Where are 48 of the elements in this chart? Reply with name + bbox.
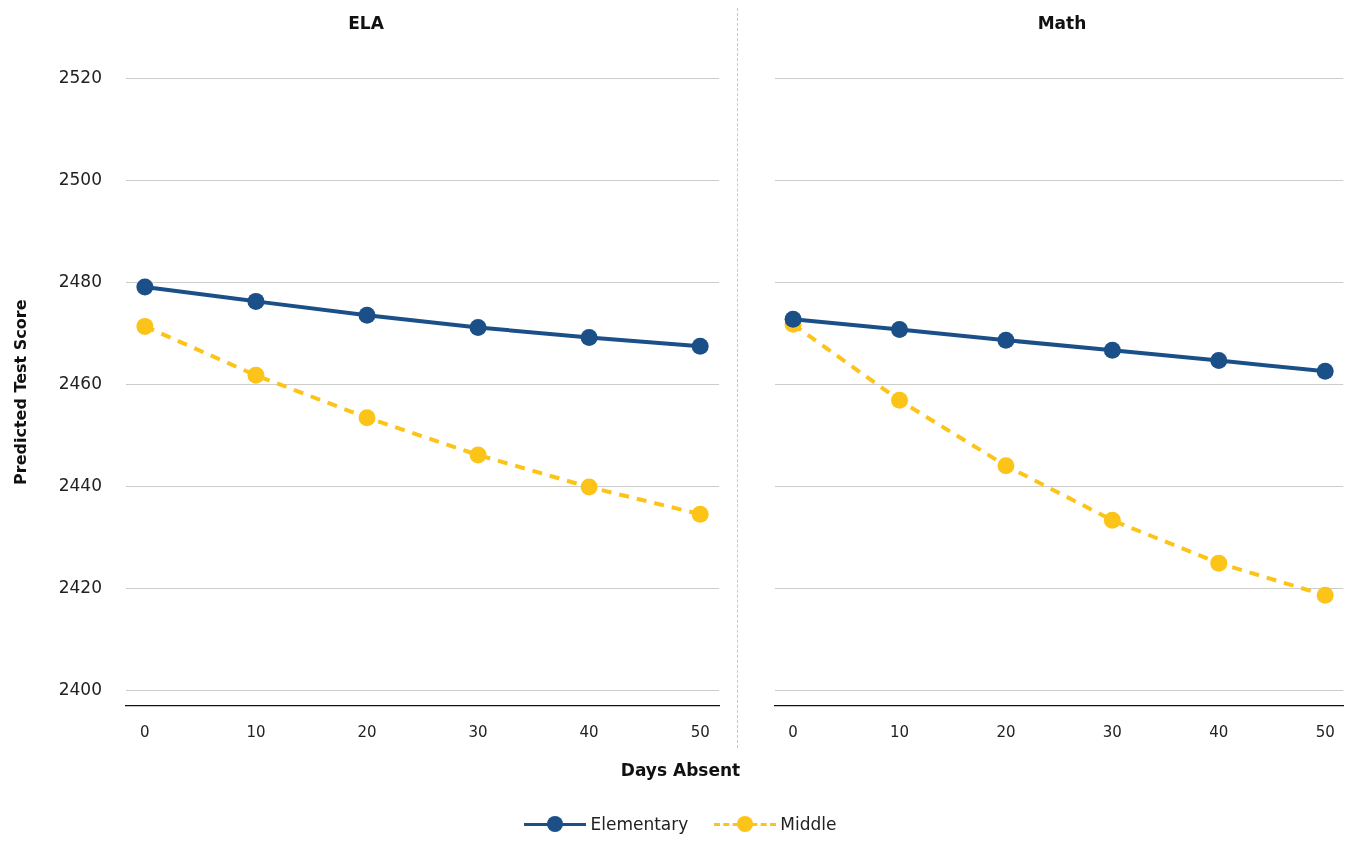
point (691, 337, 709, 355)
x-tick-label: 40 (1209, 722, 1229, 741)
chart-title: Math (1037, 12, 1087, 33)
y-tick-label: 2480 (58, 270, 102, 291)
y-axis-title: Predicted Test Score (10, 299, 30, 485)
y-tick-label: 2520 (58, 66, 102, 87)
point (1103, 511, 1121, 529)
x-tick-label: 10 (246, 722, 266, 741)
point (136, 278, 154, 296)
point (1316, 362, 1334, 380)
point (247, 292, 265, 310)
x-tick-label: 10 (889, 722, 910, 741)
point (691, 505, 709, 523)
point (580, 478, 598, 496)
x-tick-label: 20 (357, 722, 377, 741)
point (358, 409, 376, 427)
y-tick-label: 2420 (58, 577, 102, 598)
x-tick-label: 50 (1315, 722, 1335, 741)
point (1210, 352, 1228, 370)
point (1103, 341, 1121, 359)
y-tick-label: 2500 (58, 168, 102, 189)
chart-title: ELA (348, 12, 385, 33)
point (891, 391, 909, 409)
point (997, 331, 1015, 349)
x-tick-label: 0 (140, 722, 150, 741)
legend-label: Elementary (590, 814, 689, 834)
point (1316, 586, 1334, 604)
point (136, 317, 154, 335)
point (997, 457, 1015, 475)
x-tick-label: 0 (788, 722, 798, 741)
x-tick-label: 40 (579, 722, 599, 741)
y-tick-label: 2400 (58, 679, 102, 700)
x-axis-title: Days Absent (619, 760, 742, 780)
legend-label: Middle (780, 814, 837, 834)
y-tick-label: 2460 (58, 372, 102, 393)
point (891, 320, 909, 338)
point (784, 310, 802, 328)
point (469, 318, 487, 336)
x-tick-label: 50 (690, 722, 710, 741)
point (469, 446, 487, 464)
x-tick-label: 30 (468, 722, 488, 741)
x-tick-label: 30 (1102, 722, 1122, 741)
point (247, 366, 265, 384)
point (358, 306, 376, 324)
point (1210, 554, 1228, 572)
point (580, 329, 598, 347)
x-tick-label: 20 (996, 722, 1016, 741)
y-tick-label: 2440 (58, 475, 102, 496)
